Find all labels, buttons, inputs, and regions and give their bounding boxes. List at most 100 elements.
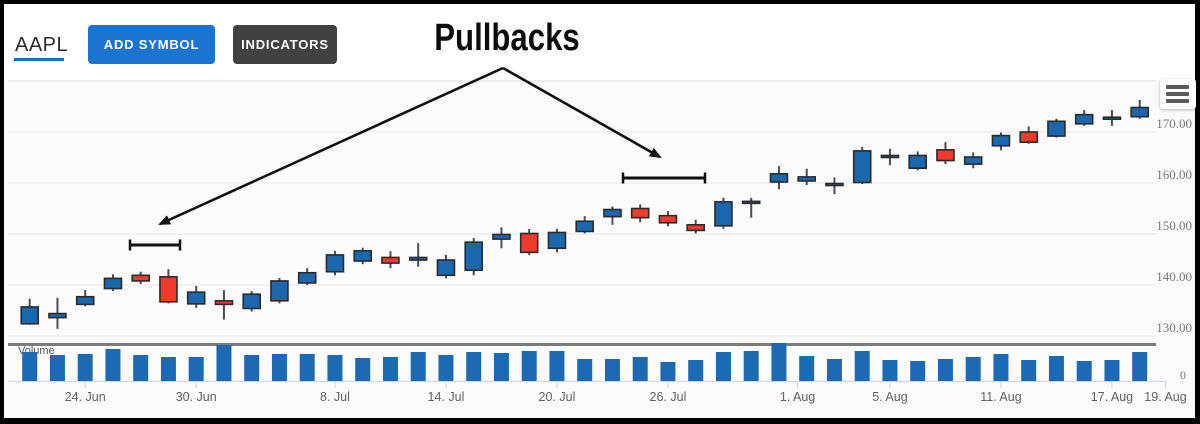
candle-body-up xyxy=(547,231,567,250)
date-axis-label: 14. Jul xyxy=(428,390,465,404)
volume-bar xyxy=(660,362,676,381)
candle-body-up xyxy=(270,280,289,302)
date-axis-label: 30. Jun xyxy=(176,390,217,404)
indicators-button[interactable]: INDICATORS xyxy=(233,25,337,64)
candle-body-up xyxy=(575,220,595,233)
candle-body-up xyxy=(1074,113,1094,125)
candle-body-up xyxy=(492,233,511,240)
candle-body-up xyxy=(464,241,484,272)
symbol-tab-underline xyxy=(14,58,64,61)
candle-body-down xyxy=(159,276,178,303)
volume-bar xyxy=(604,359,620,381)
volume-bar xyxy=(577,359,593,381)
axis-labels-layer: 170.00 160.00 150.00 140.00 130.00 24. Jun 30.… xyxy=(18,116,1192,404)
volume-bar xyxy=(382,357,398,381)
candle-body-down xyxy=(658,214,678,224)
pullbacks-annotation-label: Pullbacks xyxy=(434,17,580,59)
candle-body-up xyxy=(48,312,67,319)
candle-body-down xyxy=(381,256,400,264)
date-axis-label: 11. Aug xyxy=(980,390,1022,404)
volume-bars-layer xyxy=(22,343,1148,381)
candle-body-up xyxy=(20,306,40,325)
symbol-tab[interactable]: AAPL xyxy=(15,34,69,56)
volume-bar xyxy=(493,353,509,381)
candle-body-up xyxy=(1102,116,1122,121)
candle-body-down xyxy=(519,232,539,254)
candle-body-up xyxy=(825,182,844,187)
chart-context-menu-button[interactable] xyxy=(1160,79,1196,109)
price-axis-label: 170.00 xyxy=(1156,116,1192,131)
add-symbol-button[interactable]: ADD SYMBOL xyxy=(88,25,215,64)
pullback-arrow xyxy=(158,66,504,226)
volume-bar xyxy=(299,354,315,381)
candle-body-up xyxy=(297,271,317,284)
volume-bar xyxy=(632,357,648,381)
volume-bar xyxy=(77,354,93,381)
volume-bar xyxy=(743,351,759,381)
candle-body-up xyxy=(714,201,733,227)
volume-bar xyxy=(826,359,842,381)
volume-bar xyxy=(1104,360,1120,381)
volume-bar xyxy=(1076,361,1092,381)
candle-body-up xyxy=(797,176,817,182)
candle-body-up xyxy=(908,154,928,170)
volume-bar xyxy=(854,351,870,381)
volume-bar xyxy=(1132,352,1148,381)
volume-bar xyxy=(355,358,371,381)
candle-body-up xyxy=(1047,120,1066,137)
candle-body-down xyxy=(1019,131,1039,143)
price-axis-label: 130.00 xyxy=(1156,320,1192,335)
candle-body-up xyxy=(963,156,983,165)
candle-body-up xyxy=(353,250,373,262)
volume-bar xyxy=(438,355,454,381)
volume-bar xyxy=(549,351,565,381)
price-axis-label: 140.00 xyxy=(1156,269,1192,284)
candles-layer[interactable] xyxy=(20,99,1149,329)
volume-bar xyxy=(216,345,232,381)
pullback-arrow xyxy=(502,66,662,159)
date-axis-label: 8. Jul xyxy=(320,390,350,404)
volume-bar xyxy=(244,355,260,381)
volume-bar xyxy=(188,357,204,381)
candle-body-up xyxy=(103,277,123,290)
date-axis-label: 1. Aug xyxy=(780,390,815,404)
candle-body-up xyxy=(991,134,1011,147)
volume-bar xyxy=(410,352,426,381)
date-axis-label: 5. Aug xyxy=(872,390,907,404)
candle-body-down xyxy=(686,224,706,232)
candle-body-up xyxy=(852,150,872,184)
volume-bar xyxy=(882,360,898,381)
candle-body-down xyxy=(131,274,150,282)
candle-body-up xyxy=(75,295,95,306)
volume-bar xyxy=(133,355,149,381)
volume-bar xyxy=(1021,360,1037,381)
price-axis-label: 160.00 xyxy=(1156,167,1192,182)
date-axis-label: 24. Jun xyxy=(65,390,106,404)
date-axis-label: 19. Aug xyxy=(1144,390,1186,404)
volume-zero-label: 0 xyxy=(1180,368,1186,382)
candle-body-up xyxy=(325,254,345,273)
volume-bar xyxy=(771,343,787,381)
date-axis-label: 20. Jul xyxy=(539,390,576,404)
volume-bar xyxy=(49,355,65,381)
gridlines-layer xyxy=(8,80,1167,388)
volume-bar xyxy=(22,352,38,381)
volume-bar xyxy=(965,357,981,381)
volume-bar xyxy=(466,352,482,381)
candle-body-up xyxy=(186,291,206,305)
hamburger-menu-icon xyxy=(1166,85,1190,103)
volume-bar xyxy=(910,361,926,381)
price-axis-label: 150.00 xyxy=(1156,218,1192,233)
volume-bar xyxy=(271,354,287,381)
volume-bar xyxy=(688,360,704,381)
candle-body-down xyxy=(936,149,955,162)
volume-bar xyxy=(1048,356,1064,381)
volume-bar xyxy=(160,357,176,381)
candle-body-up xyxy=(880,154,900,159)
candle-body-down xyxy=(630,207,650,219)
volume-bar xyxy=(993,354,1009,381)
candle-body-up xyxy=(408,256,428,261)
candle-body-up xyxy=(242,293,261,310)
